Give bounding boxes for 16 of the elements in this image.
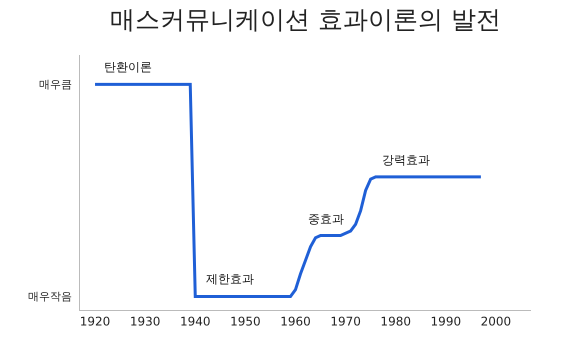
chart-title: 매스커뮤니케이션 효과이론의 발전 — [110, 5, 501, 34]
x-tick-label: 1990 — [430, 314, 462, 328]
annotation: 강력효과 — [382, 153, 430, 167]
annotation: 탄환이론 — [104, 60, 152, 74]
x-tick-label: 1940 — [180, 314, 211, 328]
text: 매우작음 — [28, 290, 72, 303]
x-tick-label: 1950 — [230, 314, 261, 328]
x-tick-label: 1920 — [80, 314, 110, 328]
text: 매우큼 — [39, 78, 72, 91]
x-tick-label: 1980 — [380, 314, 411, 328]
x-tick-label: 1960 — [280, 314, 311, 328]
annotation: 중효과 — [308, 212, 344, 226]
x-tick-label: 1930 — [130, 314, 160, 328]
x-tick-label: 2000 — [480, 314, 512, 328]
annotation: 제한효과 — [206, 272, 254, 286]
x-tick-label: 1970 — [330, 314, 361, 328]
